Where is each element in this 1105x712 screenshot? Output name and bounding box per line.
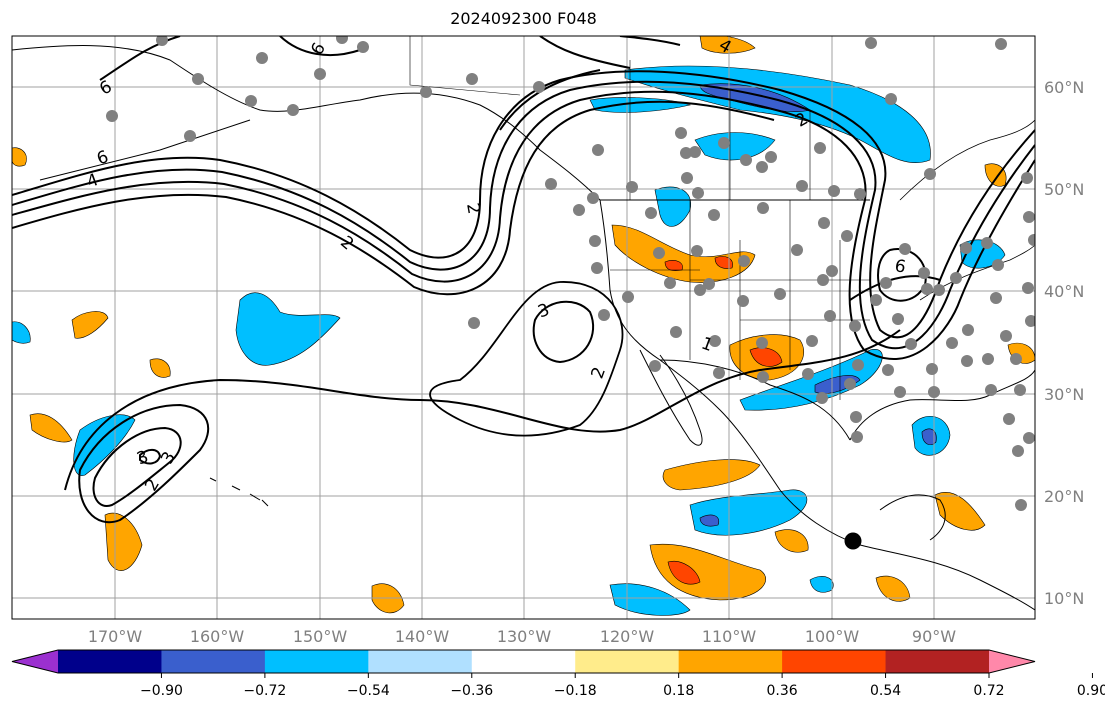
colorbar-tick-label: −0.54 [347, 683, 390, 699]
negative-anomaly-region [739, 349, 883, 411]
colorbar-segment [58, 650, 162, 673]
negative-anomaly-region [235, 292, 341, 366]
colorbar-tick-label: −0.36 [450, 683, 493, 699]
lon-tick-label: 90°W [912, 627, 956, 646]
colorbar-segment [161, 650, 266, 673]
lon-tick-label: 170°W [88, 627, 143, 646]
west-coast [599, 199, 1035, 611]
lon-tick-label: 150°W [293, 627, 348, 646]
lon-tick-label: 110°W [702, 627, 757, 646]
lon-tick-label: 100°W [805, 627, 860, 646]
positive-anomaly-region [71, 311, 109, 339]
colorbar-extend-min [12, 650, 58, 673]
lat-tick-label: 40°N [1044, 282, 1084, 301]
positive-anomaly-region [667, 560, 701, 585]
positive-anomaly-region [934, 492, 986, 531]
colorbar-tick-label: −0.18 [554, 683, 597, 699]
lat-tick-label: 50°N [1044, 180, 1084, 199]
negative-anomaly-region [921, 428, 937, 445]
colorbar-segment [471, 650, 576, 673]
colorbar-segment [782, 650, 887, 673]
negative-anomaly-region [609, 583, 691, 616]
lon-tick-label: 120°W [600, 627, 655, 646]
colorbar-segment [678, 650, 783, 673]
canada-provinces [409, 36, 811, 200]
alaska-coastline [12, 45, 601, 201]
colorbar-segment [368, 650, 473, 673]
positive-anomaly-region [611, 224, 756, 283]
height-contours [12, 36, 1035, 523]
colorbar-tick-label: 0.54 [870, 683, 901, 699]
coastlines [12, 36, 1035, 611]
lat-tick-label: 20°N [1044, 487, 1084, 506]
colorbar-segment [264, 650, 369, 673]
positive-anomaly-region [12, 147, 27, 167]
station-markers [106, 36, 1035, 511]
lon-tick-label: 130°W [497, 627, 552, 646]
positive-anomaly-region [649, 543, 766, 601]
lon-tick-label: 160°W [190, 627, 245, 646]
contour-label: 2 [462, 202, 484, 216]
lon-tick-label: 140°W [395, 627, 450, 646]
location-marker [844, 532, 862, 550]
negative-anomaly-region [699, 514, 720, 527]
east-coast [899, 119, 1035, 301]
colorbar-tick-label: 0.90 [1077, 683, 1105, 699]
positive-anomaly-region [104, 512, 143, 571]
colorbar-tick-label: 0.36 [767, 683, 798, 699]
colorbar-labels: −0.90 −0.72 −0.54 −0.36 −0.18 0.18 0.36 0.54 0.7… [140, 683, 1105, 699]
aleutian-coastline [39, 119, 251, 181]
colorbar-outline [11, 649, 1036, 674]
positive-anomaly-region [714, 256, 733, 269]
colorbar [11, 649, 1093, 678]
lat-tick-label: 10°N [1044, 589, 1084, 608]
colorbar-tick-label: 0.72 [973, 683, 1004, 699]
negative-anomaly-region [12, 321, 31, 344]
negative-anomaly-region [694, 132, 776, 161]
longitude-axis: 170°W 160°W 150°W 140°W 130°W 120°W 110°… [88, 627, 956, 646]
positive-anomaly-region [149, 358, 171, 378]
colorbar-extend-max [989, 650, 1035, 673]
colorbar-tick-label: −0.90 [140, 683, 183, 699]
colorbar-tick-label: 0.18 [663, 683, 694, 699]
positive-anomaly-region [774, 529, 809, 553]
positive-anomaly-region [29, 413, 73, 443]
lat-tick-label: 30°N [1044, 385, 1084, 404]
colorbar-segment [885, 650, 990, 673]
baja-coastline [639, 349, 703, 446]
us-mexico-border [659, 359, 851, 441]
map-frame [11, 35, 1036, 620]
gulf-coastline [849, 369, 1035, 441]
contour-label: 6 [893, 256, 907, 278]
yucatan-coastline [879, 494, 946, 541]
colorbar-tick-label: −0.72 [243, 683, 286, 699]
latitude-axis: 60°N 50°N 40°N 30°N 20°N 10°N [1044, 78, 1084, 608]
positive-anomaly-region [662, 459, 761, 491]
lat-tick-label: 60°N [1044, 78, 1084, 97]
map-title: 2024092300 F048 [450, 9, 597, 28]
hawaii-islands [209, 477, 269, 507]
positive-anomaly-region [699, 36, 756, 54]
state-lines [610, 200, 870, 400]
colorbar-segment [575, 650, 680, 673]
